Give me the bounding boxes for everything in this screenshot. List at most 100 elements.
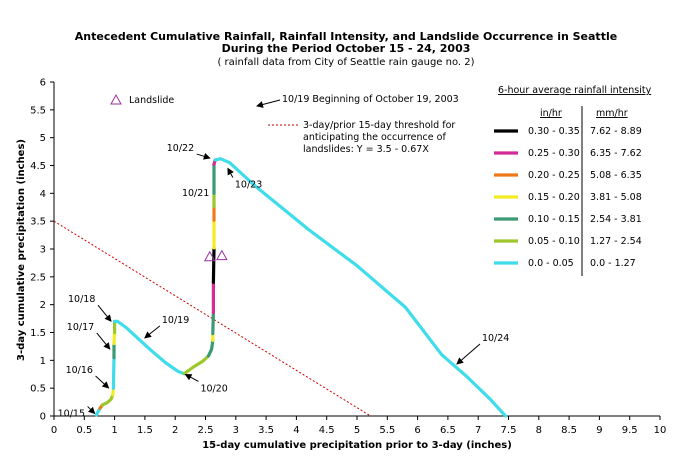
date-label: 10/15 <box>58 408 85 419</box>
landslide-markers <box>203 249 228 262</box>
y-axis-label: 3-day cumulative precipitation (inches) <box>16 139 27 361</box>
date-arrow <box>184 373 199 382</box>
date-label: 10/16 <box>66 365 93 376</box>
date-arrow <box>87 406 96 415</box>
date-label: 10/19 <box>162 315 189 326</box>
y-tick-label: 0 <box>40 412 46 423</box>
landslide-marker <box>203 250 216 262</box>
chart-subtitle: ( rainfall data from City of Seattle rai… <box>217 57 474 68</box>
threshold-legend-line-3: landslides: Y = 3.5 - 0.67X <box>303 144 429 155</box>
date-label: 10/22 <box>167 143 194 154</box>
legend-inhr: 0.0 - 0.05 <box>528 258 574 269</box>
landslide-legend: Landslide <box>110 93 174 106</box>
date-label: 10/23 <box>235 180 262 191</box>
legend-inhr: 0.15 - 0.20 <box>528 192 580 203</box>
x-tick-label: 9.5 <box>622 425 638 436</box>
x-tick-label: 6.5 <box>440 425 456 436</box>
x-tick-label: 3.5 <box>258 425 274 436</box>
y-tick-label: 2.5 <box>30 272 46 283</box>
date-note-arrow <box>256 99 281 108</box>
y-axis-ticks: 0 0.5 1 1.5 2 2.5 3 3.5 4 4.5 5 5.5 6 <box>30 78 54 423</box>
chart-title: Antecedent Cumulative Rainfall, Rainfall… <box>75 30 617 68</box>
date-label: 10/20 <box>200 383 227 394</box>
legend-mmhr: 1.27 - 2.54 <box>590 236 642 247</box>
series-segment <box>206 338 215 358</box>
x-tick-label: 8.5 <box>561 425 577 436</box>
date-arrow <box>96 332 111 350</box>
date-arrow <box>227 167 234 178</box>
y-tick-label: 3 <box>40 245 46 256</box>
intensity-legend-rows: 0.30 - 0.35 7.62 - 8.89 0.25 - 0.30 6.35 - … <box>494 126 642 269</box>
intensity-legend-title: 6-hour average rainfall intensity <box>498 85 652 96</box>
chart-title-line-2: During the Period October 15 - 24, 2003 <box>222 42 471 55</box>
y-tick-label: 1 <box>40 356 46 367</box>
landslide-legend-triangle <box>110 93 122 105</box>
y-tick-label: 2 <box>40 300 46 311</box>
legend-mmhr: 7.62 - 8.89 <box>590 126 642 137</box>
x-tick-label: 0.5 <box>76 425 92 436</box>
y-tick-label: 5 <box>40 133 46 144</box>
legend-inhr: 0.30 - 0.35 <box>528 126 580 137</box>
series-segment <box>182 354 211 376</box>
date-arrow <box>196 152 211 160</box>
y-tick-label: 6 <box>40 78 46 89</box>
x-tick-label: 5.5 <box>379 425 395 436</box>
date-label: 10/24 <box>482 333 509 344</box>
y-tick-label: 5.5 <box>30 105 46 116</box>
legend-mmhr: 6.35 - 7.62 <box>590 148 642 159</box>
plot-area: 0 0.5 1 1.5 2 2.5 3 3.5 4 4.5 5 5.5 6 6.5 7 7.5 8 8.5 9 9.5… <box>30 78 666 437</box>
x-tick-label: 9 <box>596 425 602 436</box>
series-segment <box>211 246 216 284</box>
legend-inhr: 0.05 - 0.10 <box>528 236 580 247</box>
x-tick-label: 2.5 <box>198 425 214 436</box>
threshold-legend: 3-day/prior 15-day threshold for anticip… <box>268 120 455 155</box>
x-tick-label: 0 <box>51 425 57 436</box>
y-tick-label: 3.5 <box>30 217 46 228</box>
x-tick-label: 10 <box>654 425 667 436</box>
date-label: 10/21 <box>182 188 209 199</box>
date-note-text: 10/19 Beginning of October 19, 2003 <box>282 94 459 105</box>
series-segment <box>112 319 186 376</box>
date-annotations: 10/15 10/16 10/17 10/18 10/19 10/20 10/21 10/22… <box>58 143 510 419</box>
y-tick-label: 0.5 <box>30 384 46 395</box>
date-arrow <box>97 304 112 322</box>
legend-mmhr: 3.81 - 5.08 <box>590 192 642 203</box>
x-tick-label: 4 <box>293 425 299 436</box>
chart-title-line-1: Antecedent Cumulative Rainfall, Rainfall… <box>75 30 617 43</box>
x-tick-label: 2 <box>172 425 178 436</box>
legend-inhr: 0.20 - 0.25 <box>528 170 580 181</box>
threshold-legend-line-2: anticipating the occurrence of <box>303 132 446 143</box>
series-segment <box>213 157 508 418</box>
x-axis-label: 15-day cumulative precipitation prior to… <box>202 440 512 451</box>
legend-mmhr: 2.54 - 3.81 <box>590 214 642 225</box>
x-tick-label: 7 <box>475 425 481 436</box>
legend-mmhr: 5.08 - 6.35 <box>590 170 642 181</box>
x-tick-label: 7.5 <box>501 425 517 436</box>
intensity-legend-col-mmhr: mm/hr <box>596 108 628 119</box>
x-tick-label: 8 <box>536 425 542 436</box>
date-arrow <box>95 375 110 389</box>
intensity-legend-col-inhr: in/hr <box>540 108 562 119</box>
date-arrow <box>456 343 481 365</box>
date-label: 10/18 <box>68 294 95 305</box>
threshold-legend-line-1: 3-day/prior 15-day threshold for <box>303 120 455 131</box>
series-segment <box>112 330 117 346</box>
date-label: 10/17 <box>67 322 94 333</box>
x-tick-label: 5 <box>354 425 360 436</box>
x-tick-label: 6 <box>414 425 420 436</box>
intensity-legend: 6-hour average rainfall intensity in/hr … <box>494 85 652 276</box>
series-segment <box>111 356 116 390</box>
date-arrow <box>144 325 161 339</box>
y-tick-label: 4.5 <box>30 161 46 172</box>
date-note: 10/19 Beginning of October 19, 2003 <box>256 94 459 108</box>
legend-mmhr: 0.0 - 1.27 <box>590 258 636 269</box>
y-tick-label: 1.5 <box>30 328 46 339</box>
x-tick-label: 1 <box>111 425 117 436</box>
series-segment <box>100 393 115 407</box>
x-tick-label: 3 <box>233 425 239 436</box>
x-tick-label: 1.5 <box>137 425 153 436</box>
series-segment <box>211 310 215 336</box>
legend-inhr: 0.10 - 0.15 <box>528 214 580 225</box>
landslide-marker <box>216 249 228 261</box>
